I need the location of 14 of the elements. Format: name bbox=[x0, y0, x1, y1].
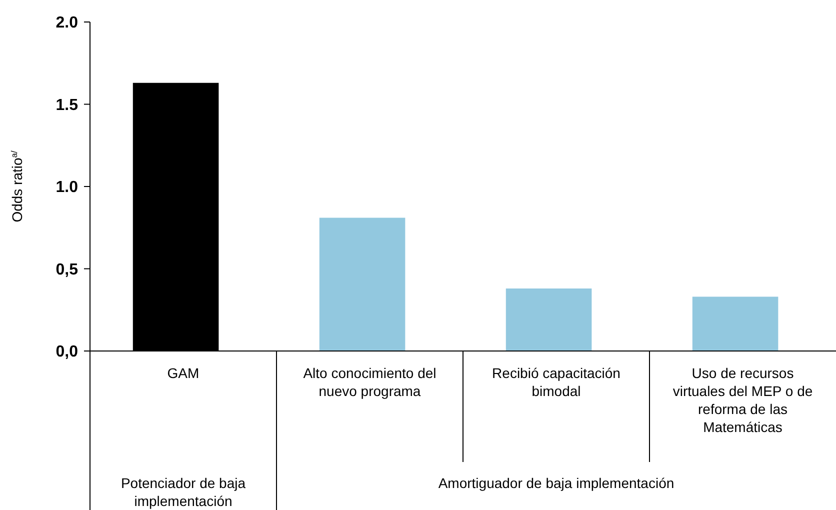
x-tick-label: GAM bbox=[167, 365, 200, 381]
x-tick-label: Alto conocimiento del nuevo programa bbox=[303, 365, 436, 399]
text: Amortiguador de baja implementación bbox=[438, 475, 674, 491]
y-tick-label: 1.0 bbox=[56, 179, 78, 196]
y-tick-label: 0,5 bbox=[56, 261, 78, 278]
y-tick-label: 0,0 bbox=[56, 344, 78, 361]
bar bbox=[506, 288, 592, 351]
text: Potenciador de baja implementación bbox=[120, 475, 246, 509]
y-tick-label: 1.5 bbox=[56, 96, 78, 114]
bar bbox=[319, 218, 406, 351]
bar bbox=[692, 296, 778, 351]
y-tick-label: 2.0 bbox=[56, 14, 78, 32]
x-tick-label: Recibió capacitación bimodal bbox=[492, 365, 620, 399]
x-tick-label: Uso de recursos virtuales del MEP o de reforma de las Matemáticas bbox=[672, 365, 813, 435]
